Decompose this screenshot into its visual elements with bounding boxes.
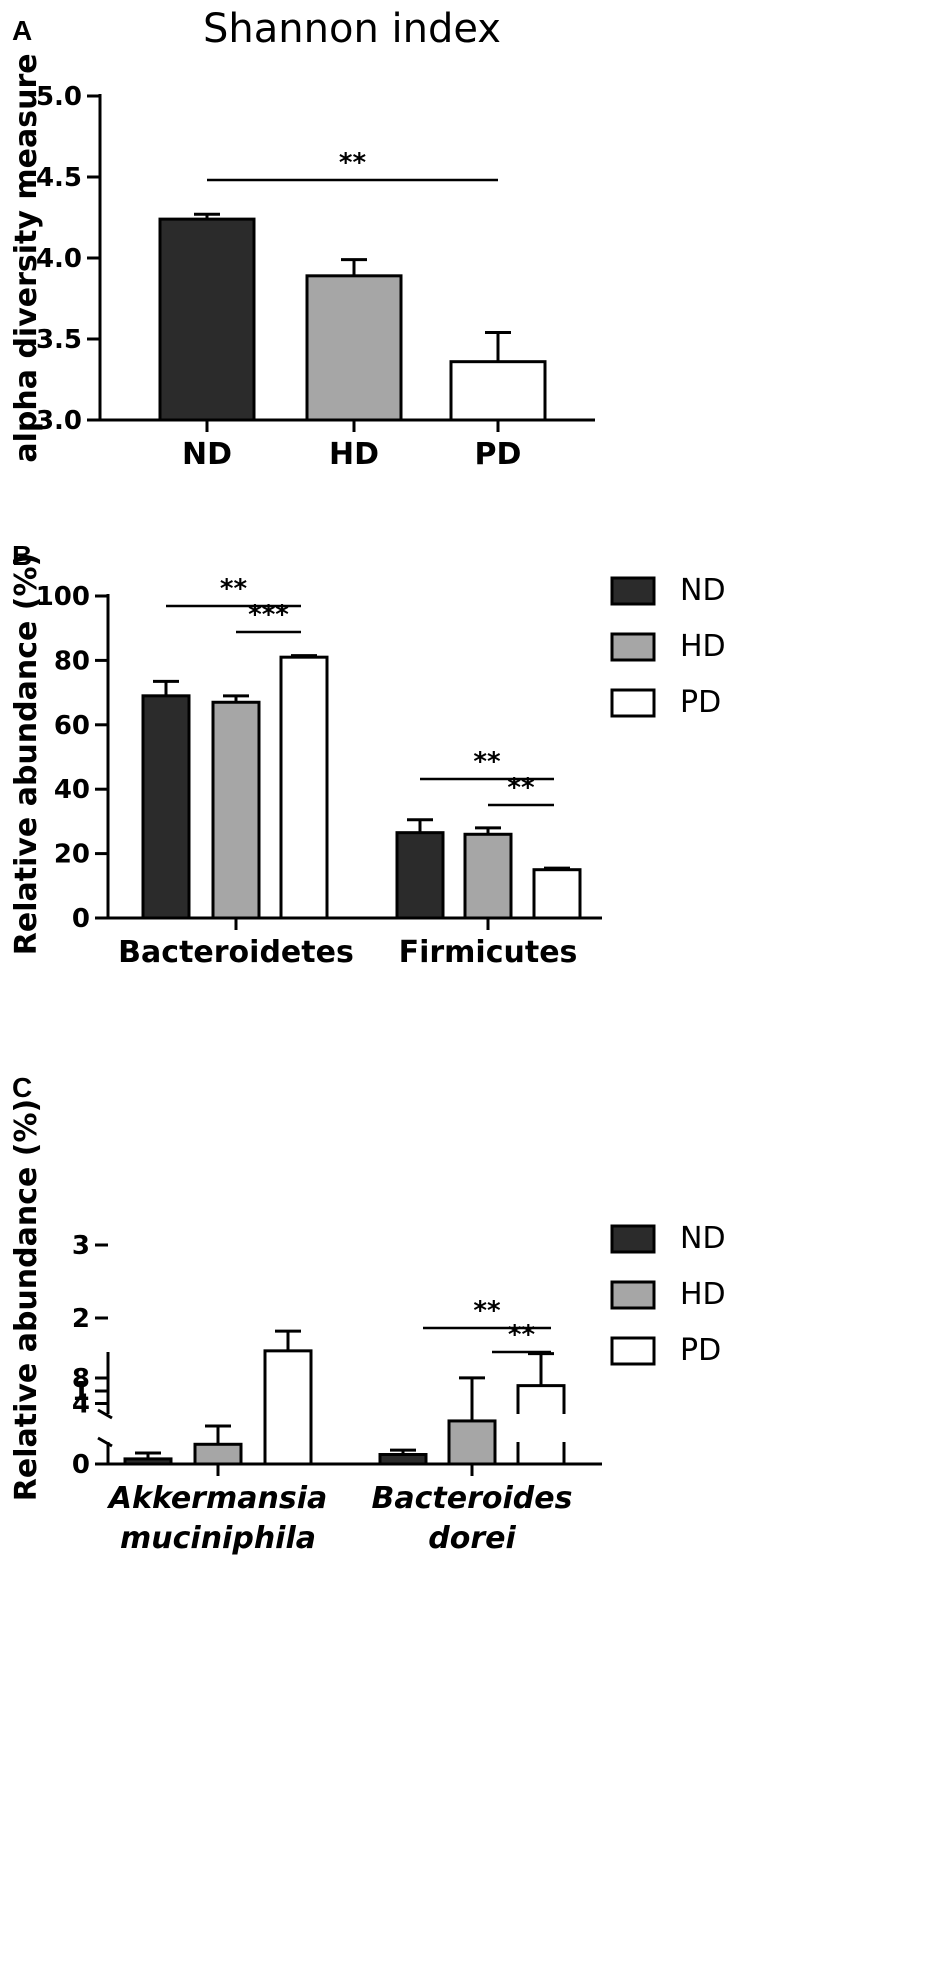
panel-c-x-label-line2-0: muciniphila (120, 1521, 316, 1556)
panel-c-x-label-line1-0: Akkermansia (107, 1481, 327, 1516)
panel-c-y-axis-label: Relative abundance (%) (9, 1099, 44, 1502)
panel-c-x-label-line2-1: dorei (428, 1521, 516, 1556)
panel-c-axis-break-mark (97, 1408, 113, 1420)
panel-a-significance-0-label: ** (339, 148, 367, 178)
panel-c-bar-pd-0 (263, 1349, 313, 1466)
panel-a-x-label-nd: ND (182, 437, 232, 472)
panel-b-bar-nd-0 (141, 694, 191, 920)
panel-c-x-label-line1-1: Bacteroides (372, 1481, 573, 1516)
panel-c-legend-swatch-pd (610, 1336, 656, 1366)
panel-c-legend-swatch-hd (610, 1280, 656, 1310)
panel-b-legend-label-pd: PD (680, 685, 721, 720)
panel-a-bar-nd (158, 217, 256, 422)
panel-b-letter: B (12, 540, 32, 571)
panel-a-y-tick-label: 4.5 (36, 163, 82, 193)
panel-b-y-tick-label: 80 (54, 646, 90, 676)
panel-c-bar-nd-1 (378, 1453, 428, 1466)
panel-c-legend-label-nd: ND (680, 1221, 726, 1256)
panel-c-bar-hd-0 (193, 1442, 243, 1466)
panel-b-y-axis-label: Relative abundance (%) (9, 553, 44, 956)
panel-c-bar-pd-1-lower (516, 1442, 566, 1466)
panel-c-bar-pd-1-upper (516, 1384, 566, 1414)
panel-a-y-tick-label: 4.0 (36, 244, 82, 274)
panel-a-bar-pd (449, 360, 547, 422)
panel-a-y-tick-label: 3.0 (36, 406, 82, 436)
panel-a-x-label-hd: HD (329, 437, 379, 472)
panel-c-y-tick-label: 8 (72, 1364, 90, 1394)
panel-b-y-tick-label: 0 (72, 904, 90, 934)
panel-c-y-tick-label: 0 (72, 1450, 90, 1480)
panel-c-significance-1-label: ** (508, 1320, 536, 1350)
panel-b-x-label-firmicutes: Firmicutes (399, 935, 578, 970)
panel-b-legend-swatch-hd (610, 632, 656, 662)
panel-b-bar-hd-1 (463, 832, 513, 920)
panel-c-legend-label-hd: HD (680, 1277, 726, 1312)
panel-c-significance-0-label: ** (473, 1296, 501, 1326)
panel-a-y-tick-label: 5.0 (36, 82, 82, 112)
panel-a-y-tick-label: 3.5 (36, 325, 82, 355)
panel-b-significance-3-label: ** (507, 773, 535, 803)
panel-c-legend-label-pd: PD (680, 1333, 721, 1368)
panel-b-legend-label-hd: HD (680, 629, 726, 664)
panel-c-bar-nd-0 (123, 1457, 173, 1466)
panel-c-bar-hd-1 (447, 1419, 497, 1466)
panel-b-y-tick-label: 60 (54, 711, 90, 741)
panel-b-y-tick-label: 40 (54, 775, 90, 805)
panel-a-bar-hd (305, 274, 403, 422)
panel-a-title: Shannon index (203, 6, 501, 52)
panel-c-y-tick-label: 2 (72, 1304, 90, 1334)
panel-c-letter: C (12, 1072, 32, 1103)
panel-c-y-tick-label: 3 (72, 1231, 90, 1261)
panel-b-legend-swatch-nd (610, 576, 656, 606)
panel-c-y-tick-label: 4 (72, 1390, 90, 1420)
panel-c-axis-break-mark (97, 1436, 113, 1448)
panel-b-legend-label-nd: ND (680, 573, 726, 608)
panel-b-significance-2-label: ** (473, 747, 501, 777)
panel-c-legend-swatch-nd (610, 1224, 656, 1254)
panel-b-legend-swatch-pd (610, 688, 656, 718)
panel-c-y-tick-label: 1 (72, 1377, 90, 1407)
panel-a-y-axis-label: alpha diversity measure (9, 53, 44, 462)
panel-a-letter: A (12, 15, 32, 46)
panel-b-bar-nd-1 (395, 831, 445, 920)
panel-b-x-label-bacteroidetes: Bacteroidetes (118, 935, 354, 970)
panel-b-bar-pd-0 (279, 655, 329, 920)
panel-b-y-tick-label: 100 (36, 582, 90, 612)
panel-a-x-label-pd: PD (475, 437, 522, 472)
panel-b-significance-0-label: ** (220, 574, 248, 604)
panel-b-bar-hd-0 (211, 700, 261, 920)
panel-b-bar-pd-1 (532, 868, 582, 920)
panel-b-significance-1-label: *** (248, 600, 289, 630)
panel-b-y-tick-label: 20 (54, 840, 90, 870)
